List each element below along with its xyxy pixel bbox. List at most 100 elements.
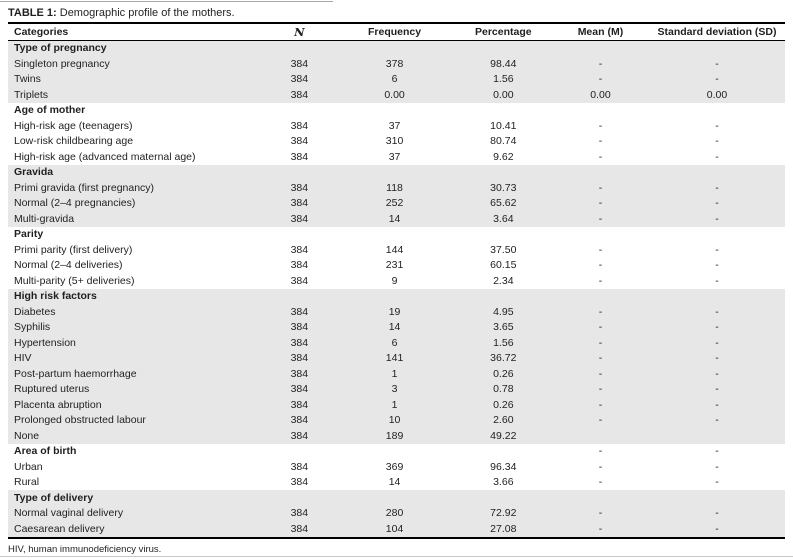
- category-cell: Normal (2–4 deliveries): [14, 259, 123, 272]
- n-cell: 384: [290, 414, 309, 427]
- category-cell: Syphilis: [14, 321, 51, 334]
- n-cell: [264, 40, 334, 56]
- percentage-cell: 3.65: [493, 321, 514, 334]
- mean-cell: [552, 165, 649, 181]
- n-cell: 384: [290, 336, 309, 349]
- table-row: Low-risk childbearing age 384 310 80.74 - -: [8, 134, 785, 150]
- section-header-row: High risk factors: [8, 288, 785, 305]
- mean-cell: -: [598, 274, 603, 287]
- category-cell: High risk factors: [14, 290, 97, 303]
- category-cell: Urban: [14, 460, 43, 473]
- n-cell: 384: [290, 305, 309, 318]
- frequency-cell: 310: [385, 135, 404, 148]
- percentage-cell: 0.00: [493, 88, 514, 101]
- sd-cell: -: [715, 367, 719, 380]
- percentage-cell: [455, 227, 552, 243]
- mean-cell: -: [598, 383, 603, 396]
- sd-cell: -: [715, 383, 719, 396]
- category-cell: Diabetes: [14, 305, 56, 318]
- frequency-cell: 37: [388, 119, 401, 132]
- table-row: Syphilis 384 14 3.65 - -: [8, 319, 785, 335]
- mean-cell: [552, 289, 649, 305]
- table-row: Caesarean delivery 384 104 27.08 - -: [8, 521, 785, 538]
- frequency-cell: [334, 289, 454, 305]
- category-cell: Type of delivery: [14, 491, 94, 504]
- frequency-cell: 231: [385, 259, 404, 272]
- mean-cell: [552, 103, 649, 119]
- frequency-cell: 14: [388, 212, 401, 225]
- sd-cell: -: [715, 507, 719, 520]
- n-cell: 384: [290, 197, 309, 210]
- sd-cell: -: [715, 398, 719, 411]
- table-title: TABLE 1: Demographic profile of the moth…: [8, 6, 785, 21]
- table-row: High-risk age (advanced maternal age) 384…: [8, 149, 785, 165]
- mean-cell: -: [598, 243, 603, 256]
- table-row: Normal vaginal delivery 384 280 72.92 - -: [8, 505, 785, 521]
- n-cell: 384: [290, 150, 309, 163]
- table-row: Twins 384 6 1.56 - -: [8, 71, 785, 87]
- frequency-cell: 141: [385, 352, 404, 365]
- table-row: Urban 384 369 96.34 - -: [8, 459, 785, 475]
- percentage-cell: [455, 444, 552, 460]
- mean-cell: -: [598, 476, 603, 489]
- frequency-cell: 1: [391, 398, 398, 411]
- category-cell: Primi gravida (first pregnancy): [14, 181, 155, 194]
- percentage-cell: 80.74: [490, 135, 517, 148]
- n-cell: 384: [290, 522, 309, 535]
- category-cell: Post-partum haemorrhage: [14, 367, 137, 380]
- table-footnote: HIV, human immunodeficiency virus.: [8, 543, 162, 555]
- n-cell: 384: [290, 243, 309, 256]
- section-header-row: Gravida: [8, 164, 785, 181]
- mean-cell: [552, 428, 649, 444]
- n-cell: 384: [290, 383, 309, 396]
- frequency-cell: [334, 165, 454, 181]
- percentage-cell: 27.08: [490, 522, 517, 535]
- sd-cell: -: [715, 135, 719, 148]
- sd-cell: -: [715, 274, 719, 287]
- table-row: HIV 384 141 36.72 - -: [8, 350, 785, 366]
- column-header-percentage: Percentage: [475, 25, 532, 38]
- bottom-divider: [0, 556, 793, 557]
- percentage-cell: 96.34: [490, 460, 517, 473]
- sd-cell: -: [715, 150, 719, 163]
- n-cell: 384: [290, 135, 309, 148]
- table-title-label: TABLE 1:: [8, 7, 57, 19]
- percentage-cell: 0.78: [493, 383, 514, 396]
- percentage-cell: 3.64: [493, 212, 514, 225]
- frequency-cell: [334, 103, 454, 119]
- category-cell: Twins: [14, 73, 41, 86]
- category-cell: Type of pregnancy: [14, 42, 107, 55]
- mean-cell: [552, 40, 649, 56]
- category-cell: Multi-gravida: [14, 212, 75, 225]
- percentage-cell: 36.72: [490, 352, 517, 365]
- section-header-row: Type of pregnancy: [8, 40, 785, 56]
- category-cell: Hypertension: [14, 336, 76, 349]
- mean-cell: -: [598, 197, 603, 210]
- frequency-cell: [334, 444, 454, 460]
- frequency-cell: 3: [391, 383, 398, 396]
- column-header-mean: Mean (M): [577, 25, 624, 38]
- demographic-table: Categories N Frequency Percentage Mean (…: [8, 22, 785, 539]
- table-row: Primi gravida (first pregnancy) 384 118 30.…: [8, 180, 785, 196]
- sd-cell: [649, 227, 785, 243]
- percentage-cell: 1.56: [493, 73, 514, 86]
- frequency-cell: 0.00: [384, 88, 405, 101]
- sd-cell: [649, 490, 785, 506]
- percentage-cell: 0.26: [493, 398, 514, 411]
- mean-cell: -: [598, 445, 603, 458]
- category-cell: High-risk age (advanced maternal age): [14, 150, 196, 163]
- frequency-cell: 10: [388, 414, 401, 427]
- sd-cell: -: [715, 414, 719, 427]
- frequency-cell: 6: [391, 336, 398, 349]
- mean-cell: -: [598, 305, 603, 318]
- mean-cell: -: [598, 398, 603, 411]
- n-cell: 384: [290, 398, 309, 411]
- category-cell: Triplets: [14, 88, 49, 101]
- table-row: Post-partum haemorrhage 384 1 0.26 - -: [8, 366, 785, 382]
- category-cell: Normal (2–4 pregnancies): [14, 197, 136, 210]
- sd-cell: -: [715, 181, 719, 194]
- mean-cell: -: [598, 73, 603, 86]
- percentage-cell: 72.92: [490, 507, 517, 520]
- n-cell: [264, 444, 334, 460]
